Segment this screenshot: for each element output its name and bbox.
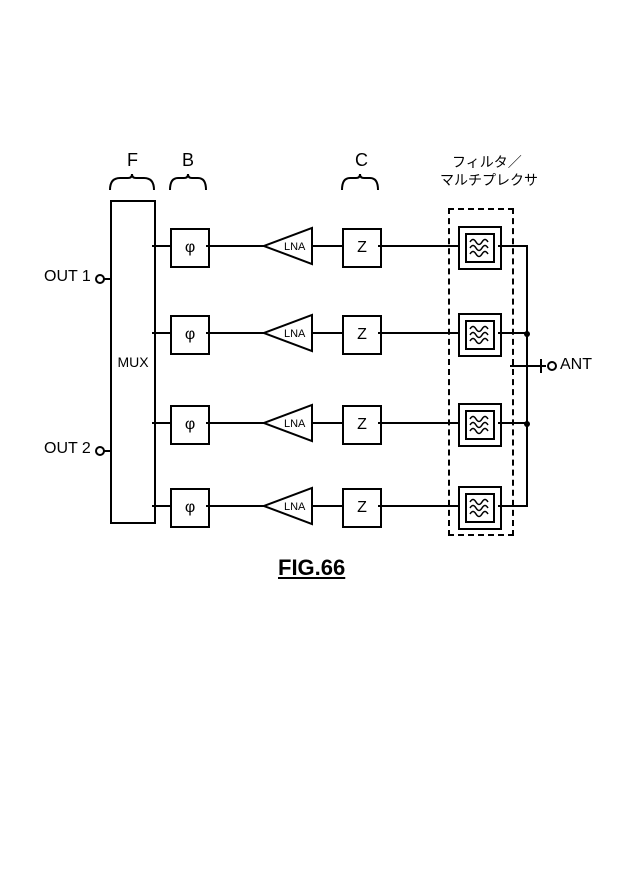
lna-4: LNA bbox=[262, 486, 314, 526]
out2-stub bbox=[104, 450, 110, 452]
filter-title-2: マルチプレクサ bbox=[440, 170, 538, 190]
ant-bus bbox=[526, 245, 528, 507]
z-label: Z bbox=[357, 239, 367, 257]
brace-B bbox=[168, 172, 208, 192]
phi-box-2: φ bbox=[170, 315, 210, 355]
w-phi-lna-4 bbox=[206, 505, 264, 507]
mux-block: MUX bbox=[110, 200, 156, 524]
w-lna-z-2 bbox=[312, 332, 342, 334]
w-z-f-4 bbox=[378, 505, 458, 507]
ant-terminal bbox=[546, 360, 558, 372]
phi-label: φ bbox=[185, 239, 195, 257]
w-f-bus-1 bbox=[498, 245, 528, 247]
w-z-f-3 bbox=[378, 422, 458, 424]
w-phi-lna-2 bbox=[206, 332, 264, 334]
w-lna-z-4 bbox=[312, 505, 342, 507]
lna-3: LNA bbox=[262, 403, 314, 443]
w-mux-phi-3 bbox=[152, 422, 170, 424]
phi-label-2: φ bbox=[185, 326, 195, 344]
w-mux-phi-2 bbox=[152, 332, 170, 334]
w-mux-phi-1 bbox=[152, 245, 170, 247]
w-phi-lna-1 bbox=[206, 245, 264, 247]
label-B: B bbox=[182, 150, 194, 171]
label-F: F bbox=[127, 150, 138, 171]
phi-box-4: φ bbox=[170, 488, 210, 528]
w-phi-lna-3 bbox=[206, 422, 264, 424]
label-C: C bbox=[355, 150, 368, 171]
filter-4 bbox=[458, 486, 502, 530]
diagram-stage: { "title": "FIG.66", "labels": { "F": "F… bbox=[0, 0, 640, 883]
ant-label: ANT bbox=[560, 356, 592, 374]
w-f-bus-2 bbox=[498, 332, 528, 334]
w-f-bus-4 bbox=[498, 505, 528, 507]
lna-1: LNA bbox=[262, 226, 314, 266]
w-lna-z-3 bbox=[312, 422, 342, 424]
phi-label-4: φ bbox=[185, 499, 195, 517]
filter-2 bbox=[458, 313, 502, 357]
noop bbox=[526, 357, 528, 359]
ant-tick bbox=[540, 359, 542, 373]
mux-label: MUX bbox=[117, 354, 148, 370]
figure-caption: FIG.66 bbox=[278, 555, 345, 581]
filter-3 bbox=[458, 403, 502, 447]
svg-text:LNA: LNA bbox=[284, 328, 306, 340]
out1-label: OUT 1 bbox=[44, 268, 91, 286]
phi-box-3: φ bbox=[170, 405, 210, 445]
filter-1 bbox=[458, 226, 502, 270]
out1-stub bbox=[104, 278, 110, 280]
z-label-3: Z bbox=[357, 416, 367, 434]
lna1-text: LNA bbox=[284, 241, 306, 253]
w-mux-phi-4 bbox=[152, 505, 170, 507]
lna-2: LNA bbox=[262, 313, 314, 353]
out2-label: OUT 2 bbox=[44, 440, 91, 458]
filter-title-1: フィルタ／ bbox=[452, 152, 522, 172]
svg-text:LNA: LNA bbox=[284, 418, 306, 430]
z-box-2: Z bbox=[342, 315, 382, 355]
z-box-4: Z bbox=[342, 488, 382, 528]
w-z-f-2 bbox=[378, 332, 458, 334]
brace-F bbox=[108, 172, 156, 192]
z-label-2: Z bbox=[357, 326, 367, 344]
z-box-3: Z bbox=[342, 405, 382, 445]
brace-C bbox=[340, 172, 380, 192]
phi-box-1: φ bbox=[170, 228, 210, 268]
svg-text:LNA: LNA bbox=[284, 501, 306, 513]
w-lna-z-1 bbox=[312, 245, 342, 247]
z-box-1: Z bbox=[342, 228, 382, 268]
w-f-bus-3 bbox=[498, 422, 528, 424]
phi-label-3: φ bbox=[185, 416, 195, 434]
z-label-4: Z bbox=[357, 499, 367, 517]
w-z-f-1 bbox=[378, 245, 458, 247]
